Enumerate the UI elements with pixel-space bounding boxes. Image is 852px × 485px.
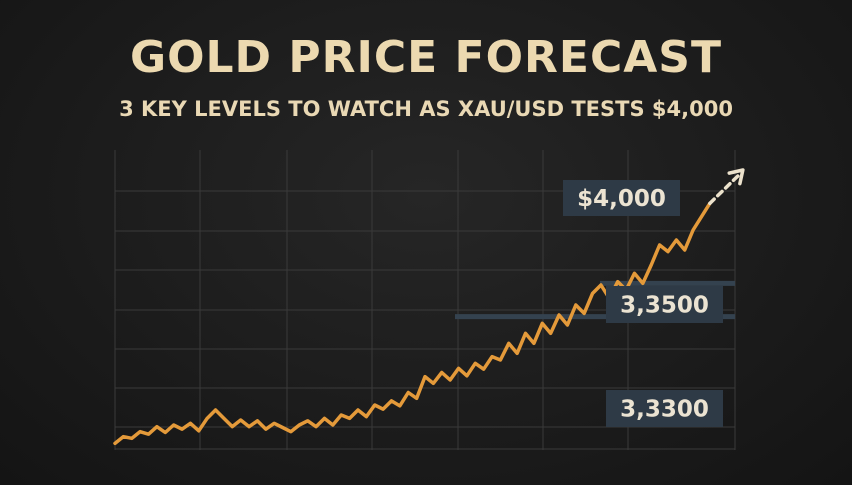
level-labels: $4,000 3,3500 3,3300 xyxy=(563,180,723,427)
level-label-4000-box xyxy=(563,180,680,216)
projection-arrowhead xyxy=(727,168,745,186)
level-label-4000: $4,000 xyxy=(577,186,666,212)
chart-title: GOLD PRICE FORECAST xyxy=(129,32,722,83)
level-label-3-3300: 3,3300 xyxy=(620,397,709,423)
level-label-3-3500: 3,3500 xyxy=(620,293,709,319)
level-label-3-3300-box xyxy=(606,390,723,427)
projection-dashed-line xyxy=(708,173,741,206)
level-label-3-3500-box xyxy=(606,286,723,323)
chart-subtitle: 3 KEY LEVELS TO WATCH AS XAU/USD TESTS $… xyxy=(119,97,733,121)
